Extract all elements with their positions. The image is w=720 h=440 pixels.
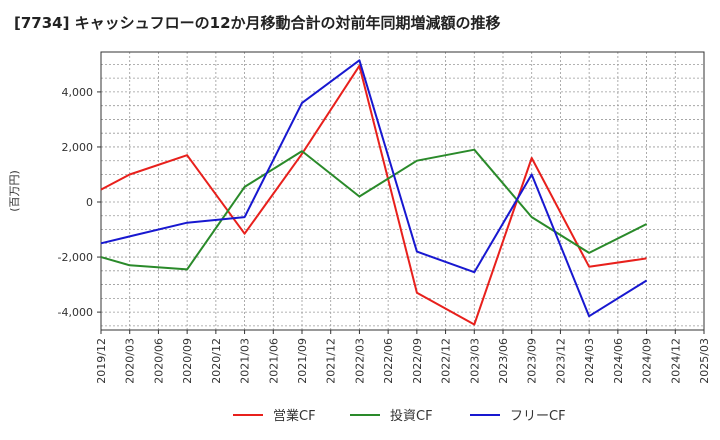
y-tick-label: -2,000 [58,251,93,264]
x-tick-label: 2021/12 [325,338,338,384]
x-tick-label: 2021/06 [267,338,280,384]
x-tick-label: 2022/06 [382,338,395,384]
series-line-2 [100,59,648,318]
x-tick-label: 2023/06 [497,338,510,384]
y-axis-title: (百万円) [8,170,21,212]
x-tick-label: 2020/06 [152,338,165,384]
x-tick-label: 2022/03 [353,338,366,384]
x-tick-label: 2022/12 [440,338,453,384]
x-tick-label: 2024/09 [641,338,654,384]
y-tick-label: 0 [86,196,93,209]
series-line-1 [100,148,648,271]
x-tick-label: 2020/03 [124,338,137,384]
legend-layer: 営業CF 投資CF フリーCF [233,408,566,424]
x-tick-label: 2021/03 [239,338,252,384]
x-tick-label: 2023/12 [554,338,567,384]
x-tick-label: 2023/09 [526,338,539,384]
y-tick-label: 4,000 [62,86,94,99]
x-tick-label: 2024/03 [583,338,596,384]
x-tick-label: 2024/12 [669,338,682,384]
x-tick-label: 2023/03 [468,338,481,384]
x-tick-label: 2024/06 [612,338,625,384]
plot-frame [100,51,705,331]
series-layer [100,59,648,326]
axis-layer: -4,000 -2,000 0 2,000 4,000 (百万円) 2019/12 2020/… [8,51,711,384]
x-tick-label: 2020/12 [210,338,223,384]
x-tick-label: 2020/09 [181,338,194,384]
legend-label-0: 営業CF [273,408,316,424]
series-line-0 [100,64,647,326]
y-tick-label: 2,000 [62,141,94,154]
y-tick-label: -4,000 [58,306,93,319]
legend-label-1: 投資CF [390,408,433,424]
x-tick-label: 2025/03 [698,338,711,384]
x-tick-label: 2021/09 [296,338,309,384]
x-tick-label: 2022/09 [411,338,424,384]
plot-background [101,52,704,330]
x-tick-label: 2019/12 [95,338,108,384]
legend-label-2: フリーCF [510,409,566,424]
chart-title: [7734] キャッシュフローの12か月移動合計の対前年同期増減額の推移 [14,14,501,32]
grid-layer [101,52,704,330]
